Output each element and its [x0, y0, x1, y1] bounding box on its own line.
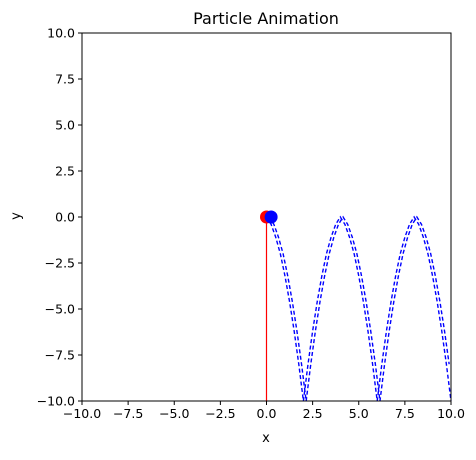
y-tick-label: 10.0 [47, 26, 75, 41]
x-axis: −10.0 −7.5 −5.0 −2.5 0.0 2.5 5.0 7.5 10.0 [63, 401, 465, 421]
y-tick-label: −2.5 [45, 256, 75, 271]
series-line-0 [265, 215, 452, 402]
x-tick-label: 5.0 [349, 406, 369, 421]
y-tick-label: 2.5 [55, 164, 75, 179]
x-tick-label: 2.5 [303, 406, 323, 421]
y-tick-label: 0.0 [55, 210, 75, 225]
series-line-1 [268, 215, 450, 402]
y-tick-label: −7.5 [45, 348, 75, 363]
x-tick-label: 7.5 [395, 406, 415, 421]
x-tick-label: 10.0 [437, 406, 465, 421]
x-tick-label: −2.5 [205, 406, 235, 421]
y-tick-label: 7.5 [55, 72, 75, 87]
y-axis-label: y [9, 212, 24, 220]
series-layer [265, 215, 452, 402]
y-tick-label: 5.0 [55, 118, 75, 133]
points-layer [260, 210, 278, 224]
x-tick-label: −10.0 [63, 406, 101, 421]
y-tick-label: −10.0 [37, 394, 75, 409]
y-axis: 10.0 7.5 5.0 2.5 0.0 −2.5 −5.0 −7.5 −10.0 [37, 26, 82, 409]
chart-title: Particle Animation [193, 9, 339, 28]
y-tick-label: −5.0 [45, 302, 75, 317]
x-tick-label: 0.0 [257, 406, 277, 421]
x-axis-label: x [262, 431, 270, 446]
x-tick-label: −5.0 [159, 406, 189, 421]
particle-marker-1 [264, 210, 278, 224]
x-tick-label: −7.5 [113, 406, 143, 421]
